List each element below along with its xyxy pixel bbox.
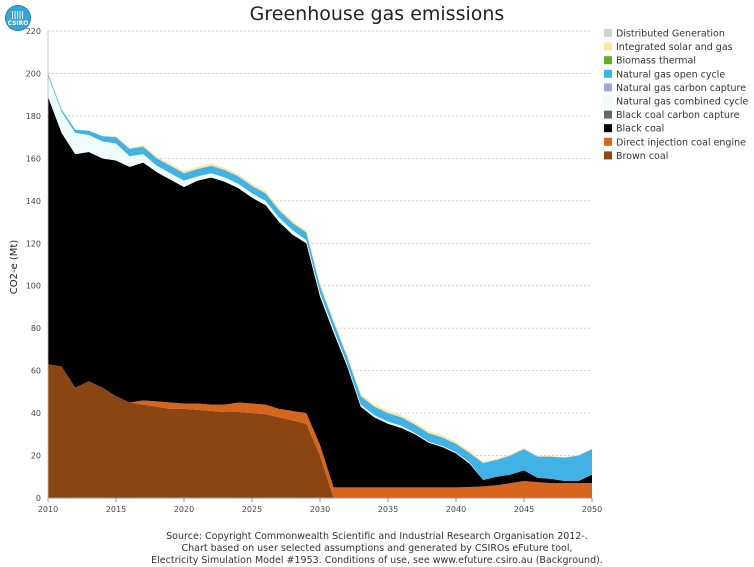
legend-label: Biomass thermal	[616, 56, 696, 67]
x-tick-2050: 2050	[582, 505, 602, 514]
legend-swatch	[604, 124, 612, 133]
legend-label: Natural gas combined cycle	[616, 97, 748, 108]
legend-swatch	[604, 83, 612, 92]
y-tick-220: 220	[26, 27, 41, 36]
legend-swatch	[604, 110, 612, 119]
x-tick-2045: 2045	[514, 505, 534, 514]
stacked-areas	[48, 73, 592, 498]
y-tick-120: 120	[26, 239, 41, 248]
source-footer: Source: Copyright Commonwealth Scientifi…	[0, 531, 754, 567]
x-tick-2010: 2010	[38, 505, 58, 514]
area-black-coal	[48, 96, 592, 488]
legend-swatch	[604, 137, 612, 146]
area-natural-gas-open-cycle	[48, 73, 592, 482]
legend-swatch	[604, 69, 612, 78]
x-tick-2035: 2035	[378, 505, 398, 514]
y-tick-160: 160	[26, 154, 41, 163]
legend-swatch	[604, 42, 612, 51]
y-tick-140: 140	[26, 197, 41, 206]
legend-label: Black coal carbon capture	[616, 110, 740, 121]
y-tick-20: 20	[31, 452, 41, 461]
y-tick-40: 40	[31, 409, 41, 418]
legend: Distributed Generation Integrated solar a…	[603, 29, 748, 162]
legend-swatch	[604, 151, 612, 160]
legend-label: Brown coal	[616, 151, 668, 162]
legend-label: Natural gas open cycle	[616, 69, 725, 80]
legend-swatch	[604, 56, 612, 65]
y-tick-100: 100	[26, 282, 41, 291]
y-tick-60: 60	[31, 367, 41, 376]
legend-swatch	[603, 96, 613, 106]
legend-label: Distributed Generation	[616, 29, 725, 40]
chart-title: Greenhouse gas emissions	[250, 3, 505, 25]
x-tick-labels: 2010 2015 2020 2025 2030 2035 2040 2045 2050	[38, 498, 602, 514]
legend-swatch	[604, 29, 612, 37]
y-tick-labels: 0 20 40 60 80 100 120 140 160 180 200 220	[26, 27, 41, 503]
csiro-logo: CSIRO	[5, 5, 31, 31]
area-brown-coal	[48, 364, 592, 498]
footer-line-1: Source: Copyright Commonwealth Scientifi…	[166, 531, 588, 542]
logo-text: CSIRO	[7, 20, 29, 27]
y-tick-80: 80	[31, 324, 41, 333]
x-tick-2040: 2040	[446, 505, 466, 514]
x-tick-2030: 2030	[310, 505, 330, 514]
y-tick-180: 180	[26, 112, 41, 121]
footer-line-2: Chart based on user selected assumptions…	[181, 543, 573, 554]
x-tick-2015: 2015	[106, 505, 126, 514]
x-tick-2025: 2025	[242, 505, 262, 514]
area-direct-injection-coal-engine	[48, 364, 592, 498]
y-tick-0: 0	[36, 494, 41, 503]
legend-label: Black coal	[616, 124, 664, 135]
legend-label: Direct injection coal engine	[616, 137, 746, 148]
logo-bars-icon	[12, 11, 24, 19]
y-axis-label: CO2-e (Mt)	[9, 240, 20, 295]
legend-label: Natural gas carbon capture	[616, 83, 746, 94]
emissions-chart: Greenhouse gas emissions 2010 2015 2020 202…	[9, 3, 748, 514]
x-tick-2020: 2020	[174, 505, 194, 514]
footer-line-3: Electricity Simulation Model #1953. Cond…	[151, 555, 603, 566]
y-tick-200: 200	[26, 69, 41, 78]
legend-label: Integrated solar and gas	[616, 42, 733, 53]
